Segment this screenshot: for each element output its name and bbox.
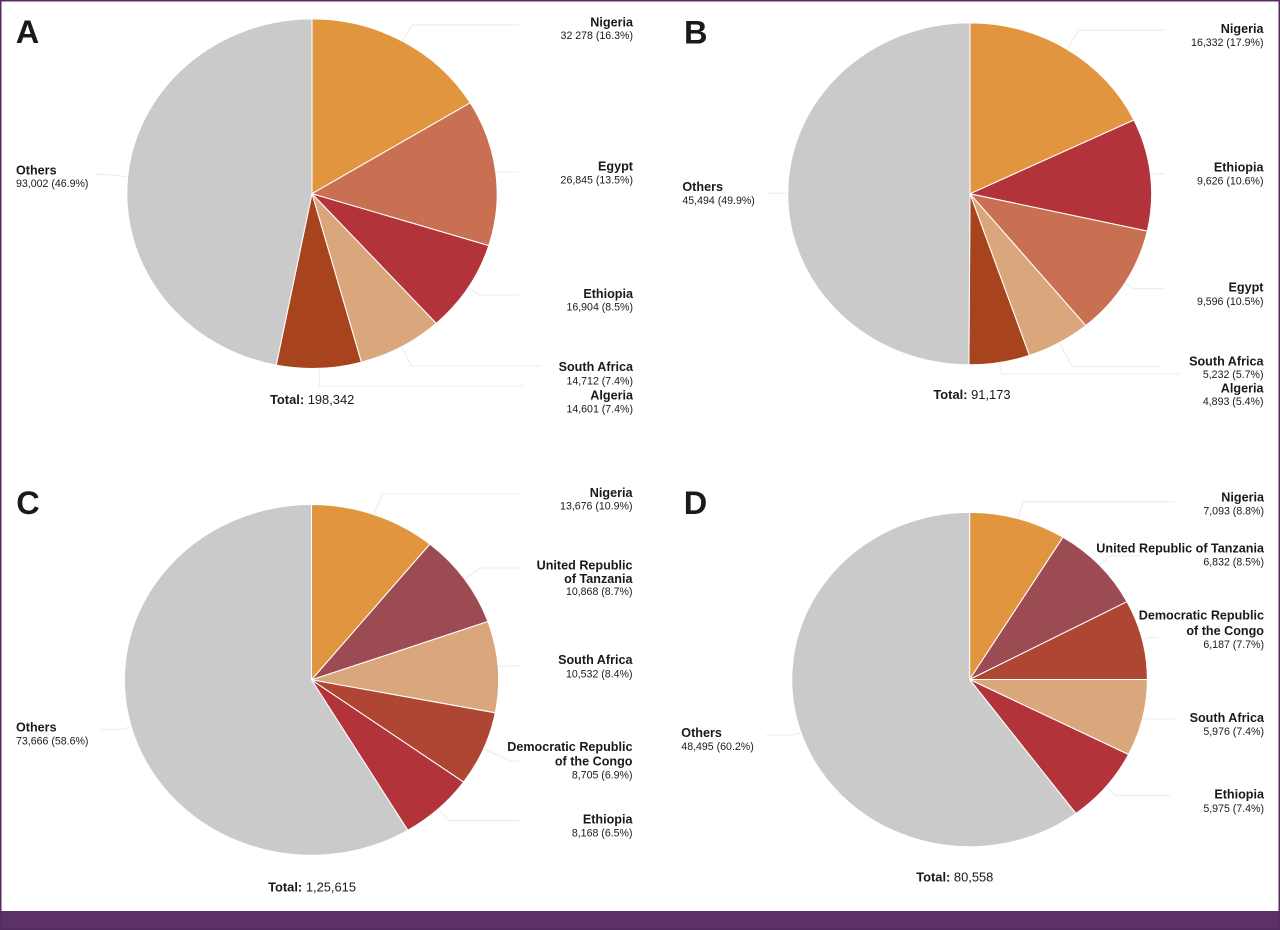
svg-text:4,893 (5.4%): 4,893 (5.4%)	[1203, 396, 1264, 408]
svg-text:5,975 (7.4%): 5,975 (7.4%)	[1203, 803, 1264, 815]
svg-text:Ethiopia: Ethiopia	[1214, 160, 1265, 174]
svg-text:South Africa: South Africa	[1190, 711, 1265, 725]
svg-text:of the Congo: of the Congo	[555, 755, 633, 769]
svg-text:Total: 91,173: Total: 91,173	[933, 387, 1010, 402]
svg-text:Egypt: Egypt	[598, 160, 634, 174]
svg-text:14,601 (7.4%): 14,601 (7.4%)	[566, 403, 633, 415]
svg-text:A: A	[16, 14, 39, 50]
svg-text:13,676 (10.9%): 13,676 (10.9%)	[560, 501, 632, 513]
svg-text:73,666 (58.6%): 73,666 (58.6%)	[16, 736, 88, 748]
svg-text:Others: Others	[681, 726, 722, 740]
svg-text:Nigeria: Nigeria	[1221, 22, 1265, 36]
svg-text:32 278 (16.3%): 32 278 (16.3%)	[561, 30, 633, 42]
svg-text:9,626 (10.6%): 9,626 (10.6%)	[1197, 176, 1264, 188]
svg-text:C: C	[16, 485, 39, 521]
svg-text:8,705 (6.9%): 8,705 (6.9%)	[572, 770, 633, 782]
svg-text:5,976 (7.4%): 5,976 (7.4%)	[1203, 726, 1264, 738]
svg-text:16,904 (8.5%): 16,904 (8.5%)	[566, 302, 633, 314]
svg-text:B: B	[684, 14, 707, 50]
svg-text:16,332 (17.9%): 16,332 (17.9%)	[1191, 37, 1263, 49]
svg-text:6,187 (7.7%): 6,187 (7.7%)	[1203, 639, 1264, 651]
svg-text:Nigeria: Nigeria	[590, 486, 634, 500]
svg-text:7,093 (8.8%): 7,093 (8.8%)	[1203, 506, 1264, 518]
svg-text:South Africa: South Africa	[559, 360, 634, 374]
svg-text:Total: 80,558: Total: 80,558	[916, 869, 993, 884]
svg-text:10,532 (8.4%): 10,532 (8.4%)	[566, 668, 633, 680]
svg-text:South Africa: South Africa	[1189, 354, 1264, 368]
svg-text:Others: Others	[16, 163, 57, 177]
svg-text:93,002 (46.9%): 93,002 (46.9%)	[16, 178, 88, 190]
svg-text:14,712 (7.4%): 14,712 (7.4%)	[566, 375, 633, 387]
svg-text:48,495 (60.2%): 48,495 (60.2%)	[681, 741, 753, 753]
svg-text:8,168 (6.5%): 8,168 (6.5%)	[572, 827, 633, 839]
svg-text:Algeria: Algeria	[590, 389, 634, 403]
svg-text:South Africa: South Africa	[558, 653, 633, 667]
svg-text:United Republic of Tanzania: United Republic of Tanzania	[1096, 542, 1265, 556]
svg-text:9,596 (10.5%): 9,596 (10.5%)	[1197, 296, 1264, 308]
svg-text:Total: 1,25,615: Total: 1,25,615	[268, 879, 356, 894]
svg-text:26,845 (13.5%): 26,845 (13.5%)	[561, 175, 633, 187]
svg-text:Nigeria: Nigeria	[1221, 491, 1265, 505]
svg-text:United Republic: United Republic	[537, 558, 633, 572]
svg-text:Egypt: Egypt	[1229, 281, 1265, 295]
svg-text:Ethiopia: Ethiopia	[583, 287, 634, 301]
svg-text:Democratic Republic: Democratic Republic	[1139, 608, 1264, 622]
svg-text:Algeria: Algeria	[1221, 382, 1265, 396]
svg-text:of Tanzania: of Tanzania	[564, 572, 633, 586]
svg-text:D: D	[684, 485, 707, 521]
svg-text:Ethiopia: Ethiopia	[583, 813, 634, 827]
svg-text:Others: Others	[682, 180, 723, 194]
svg-text:5,232 (5.7%): 5,232 (5.7%)	[1203, 369, 1264, 381]
svg-text:Others: Others	[16, 720, 57, 734]
svg-text:6,832 (8.5%): 6,832 (8.5%)	[1203, 557, 1264, 569]
svg-text:Democratic Republic: Democratic Republic	[507, 740, 632, 754]
svg-text:Total: 198,342: Total: 198,342	[270, 392, 354, 407]
svg-text:10,868 (8.7%): 10,868 (8.7%)	[566, 586, 633, 598]
svg-text:Ethiopia: Ethiopia	[1214, 788, 1265, 802]
svg-text:45,494 (49.9%): 45,494 (49.9%)	[682, 195, 754, 207]
svg-text:Nigeria: Nigeria	[590, 16, 634, 30]
svg-text:of the Congo: of the Congo	[1186, 624, 1264, 638]
